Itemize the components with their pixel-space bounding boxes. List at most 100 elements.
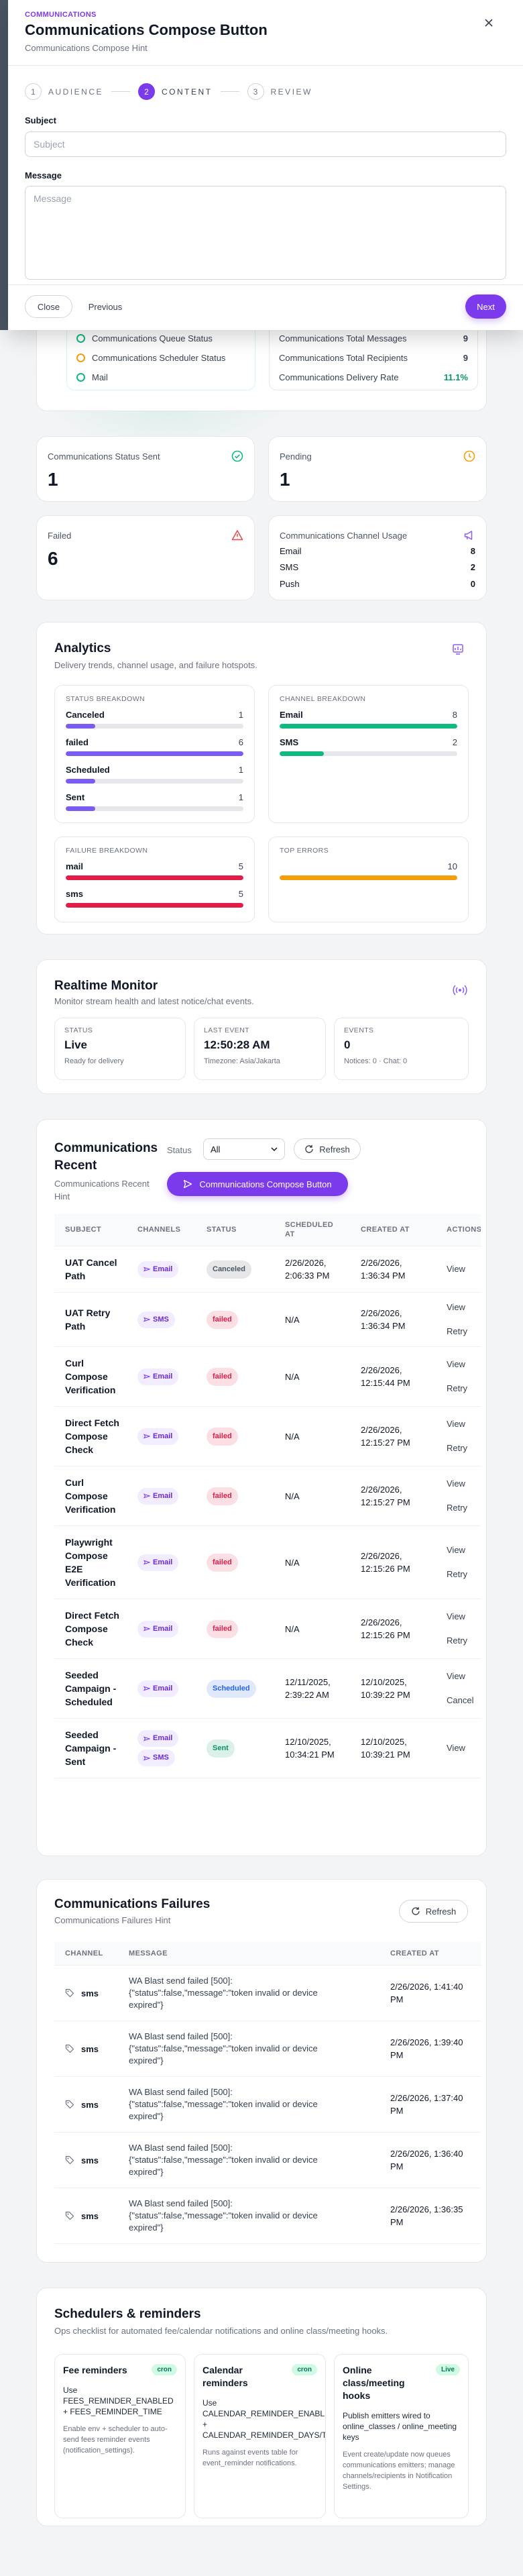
breakdown-value: 10 [447,861,457,871]
breakdown-title: TOP ERRORS [280,847,329,855]
scheduled-cell: 2/26/2026, 2:06:33 PM [274,1246,350,1293]
breakdown-item: mail 5 [66,861,243,880]
breakdown-value: 5 [238,861,243,871]
action-link[interactable]: View [447,1545,465,1555]
stat-value: 1 [280,469,290,490]
created-cell: 12/10/2025, 10:39:22 PM [350,1658,436,1719]
subject-input[interactable]: Subject [25,131,506,157]
subject-cell: UAT Retry Path [54,1292,127,1347]
realtime-grid: STATUS Live Ready for delivery LAST EVENT 12… [54,1018,469,1080]
filter-label: Status [167,1145,192,1155]
compose-button[interactable]: Communications Compose Button [167,1172,348,1196]
action-link[interactable]: View [447,1479,465,1489]
breakdown-row: SMS 2 [280,737,457,747]
channel-cell: sms [54,2076,118,2133]
channels-cell: Email [127,1246,196,1293]
status-cell: Scheduled [196,1658,274,1719]
previous-button[interactable]: Previous [88,301,123,312]
channels-cell: Email SMS [127,1718,196,1778]
column-header: CHANNEL [54,1942,118,1966]
section-hint: Communications Failures Hint [54,1915,171,1925]
stat-value: 1 [48,469,58,490]
bar [280,875,457,880]
scheduler-note: Event create/update now queues communica… [343,2451,455,2491]
action-link[interactable]: View [447,1359,465,1369]
action-link[interactable]: View [447,1302,465,1312]
recent-table: SUBJECT CHANNELS STATUS SCHEDULED AT CREATED… [54,1214,481,1778]
breakdown-item: sms 5 [66,889,243,908]
action-link[interactable]: View [447,1264,465,1274]
action-link[interactable]: View [447,1419,465,1429]
action-link[interactable]: Retry [447,1383,468,1393]
scheduler-badge: cron [292,2364,317,2375]
channel-name: sms [81,2155,99,2165]
bar-track [66,724,243,729]
usage-value: 8 [470,545,475,556]
analytics-card: Analytics Delivery trends, channel usage… [36,622,487,934]
divider [8,65,523,66]
stat-card: Failed 6 [36,515,255,600]
action-link[interactable]: Retry [447,1503,468,1513]
action-link[interactable]: Cancel [447,1695,474,1705]
channel-name: Email [153,1624,173,1633]
section-title: Communications Failures [54,1897,211,1911]
bar [280,724,457,729]
status-select[interactable]: All [203,1138,285,1160]
message-row: Seeded Campaign - Sent Email SMS Sent 12/10/… [54,1718,481,1778]
channel-cell: sms [54,1965,118,2021]
monitor-label: EVENTS [344,1026,374,1034]
monitor-value: 0 [344,1038,351,1051]
channel-cell: sms [54,2188,118,2244]
status-badge: Canceled [207,1260,251,1279]
breakdown-row: Scheduled 1 [66,765,243,775]
subject-cell: Direct Fetch Compose Check [54,1406,127,1466]
status-dot [76,334,85,343]
subject-cell: UAT Cancel Path [54,1246,127,1293]
refresh-button[interactable]: Refresh [399,1900,468,1923]
channel-chip: Email [137,1260,179,1278]
stepper: 1 AUDIENCE 2 CONTENT 3 REVIEW [25,83,312,100]
action-link[interactable]: View [447,1611,465,1621]
action-link[interactable]: Retry [447,1326,468,1336]
channel-tag: sms [65,2098,113,2111]
check-icon [231,450,243,462]
backdrop [0,0,8,330]
breakdown-value: 1 [238,765,243,775]
scheduler-card: Calendar reminders cron Use CALENDAR_REMIN… [194,2354,326,2518]
message-input[interactable]: Message [25,186,506,280]
channels-cell: SMS [127,1292,196,1347]
breakdown-label: Scheduled [66,765,110,775]
channel-icon [143,1374,150,1379]
channels-cell: Email [127,1599,196,1659]
refresh-button[interactable]: Refresh [294,1138,361,1160]
button-label: Communications Compose Button [199,1179,332,1189]
channels-cell: Email [127,1525,196,1599]
scheduled-cell: 12/11/2025, 2:39:22 AM [274,1658,350,1719]
channel-chip: Email [137,1680,179,1697]
table-head: CHANNEL MESSAGE CREATED AT [54,1942,481,1966]
step-connector [220,91,239,92]
channel-name: sms [81,2043,99,2054]
actions-cell: View Retry [436,1599,481,1659]
status-badge: Sent [207,1739,235,1758]
status-dot [76,373,85,382]
status-cell: failed [196,1466,274,1526]
next-button[interactable]: Next [465,294,506,319]
status-list: Communications Queue Status Communication… [66,321,255,390]
breakdown-title: CHANNEL BREAKDOWN [280,695,366,703]
close-button[interactable]: Close [25,295,72,318]
action-link[interactable]: Retry [447,1443,468,1453]
header-row: CHANNEL MESSAGE CREATED AT [54,1942,481,1966]
action-link[interactable]: Retry [447,1569,468,1579]
channel-icon [143,1493,150,1499]
failure-row: sms WA Blast send failed [500]: {"status"… [54,2076,481,2133]
action-link[interactable]: Retry [447,1635,468,1646]
status-item: Communications Queue Status [76,329,245,348]
total-value: 11.1% [443,372,468,382]
breakdown-title: FAILURE BREAKDOWN [66,847,148,855]
section-title: Schedulers & reminders [54,2307,201,2321]
breakdown-box: STATUS BREAKDOWN Canceled 1 failed 6 Schedule… [54,685,255,823]
action-link[interactable]: View [447,1743,465,1753]
close-icon[interactable] [481,15,497,31]
action-link[interactable]: View [447,1671,465,1681]
